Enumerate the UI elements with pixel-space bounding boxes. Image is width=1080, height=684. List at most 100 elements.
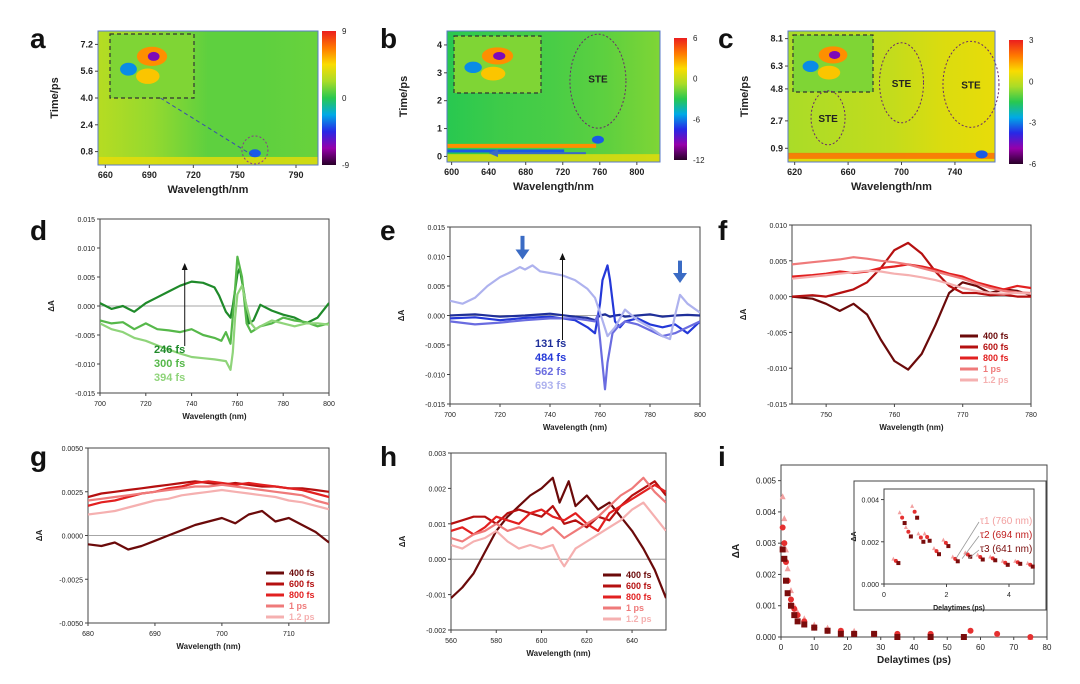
legend: 131 fs 484 fs 562 fs 693 fs [535,338,566,392]
marker-circle [1027,634,1034,640]
x-axis-label: Wavelength (nm) [176,642,240,651]
y-tick-label: 0.001 [428,522,446,529]
x-tick-label: 800 [323,401,335,408]
marker-square [980,557,985,562]
x-tick-label: 710 [283,631,295,638]
legend-label: 800 fs [289,590,315,600]
x-tick-label: 700 [216,631,228,638]
x-tick-label: 40 [910,643,919,652]
ste-ellipse [879,42,925,124]
y-tick-label: 0.9 [770,143,783,153]
marker-square [851,630,858,637]
y-tick-label: -0.015 [767,402,787,409]
colorbar-tick-label: 9 [342,27,347,36]
series-line-800-fs [792,263,1031,291]
x-tick-label: 10 [810,643,819,652]
panel-h: 560 580 600 620 640 -0.002 -0.001 0.000 0.001 0.0… [398,451,667,658]
panel-c: STE STE STE 620 660 700 740 0.9 2.7 4.8 6.3 8.1 Wave… [739,30,1037,193]
marker-square [824,627,831,634]
x-axis-label: Wavelength (nm) [879,423,943,432]
legend-label: 131 fs [535,338,566,350]
x-tick-label: 30 [876,643,885,652]
x-tick-label: 760 [232,401,244,408]
y-tick-label: 4 [437,40,442,50]
marker-circle [906,529,911,534]
x-tick-label: 70 [1009,643,1018,652]
highlight-ellipse [241,135,269,165]
feature-spot [975,150,988,159]
peak-arrowhead [515,249,530,260]
marker-square [927,634,934,640]
x-tick-label: 740 [544,412,556,419]
y-tick-label: 4.0 [80,93,93,103]
y-tick-label: 0.010 [77,246,95,253]
marker-square [960,634,967,640]
series-line-600-fs [792,241,1031,298]
marker-triangle [781,515,788,522]
inset-blob-blue [464,61,482,74]
marker-square [902,521,907,526]
legend-label: 300 fs [154,358,185,370]
panel-i: 0 10 20 30 40 50 60 70 800.0000.0010.0020.0030.0… [731,464,1052,666]
inset-label: τ2 (694 nm) [980,530,1032,541]
marker-triangle [941,537,946,542]
y-tick-label: 6.3 [770,61,783,71]
y-tick-label: 0.002 [428,486,446,493]
series-line-1-ps [451,476,666,543]
inset-blob-blue [120,62,137,76]
x-tick-label: 560 [445,638,457,645]
y-tick-label: 0.004 [756,508,777,517]
legend-label: 800 fs [626,592,652,602]
panel-f-axes: 750 760 770 780 -0.015 -0.010 -0.005 0.000 0.005… [739,223,1037,432]
x-axis-label: Wavelength (nm) [526,649,590,658]
legend-label: 246 fs [154,344,185,356]
series-group [450,264,700,391]
inset-frame [109,33,195,99]
series-641-nm [779,546,967,640]
panel-label-g: g [30,441,47,472]
marker-triangle [910,503,915,508]
y-tick-label: 0.0000 [62,534,84,541]
legend-label: 394 fs [154,372,185,384]
y-tick-label: 0.005 [427,284,445,291]
y-tick-label: 2.7 [770,116,783,126]
legend-label: 484 fs [535,352,566,364]
legend-label: 400 fs [983,331,1009,341]
inset-pointer [955,521,980,559]
colorbar-tick-label: -3 [1029,119,1037,128]
y-tick-label: -0.0025 [59,577,83,584]
x-tick-label: 750 [230,170,245,180]
panel-e: 700 720 740 760 780 800 -0.015 -0.010 -0.005 0.00… [397,225,706,432]
marker-circle [934,549,939,554]
y-tick-label: -0.002 [426,628,446,635]
legend-label: 600 fs [626,581,652,591]
y-tick-label: 0.000 [427,314,445,321]
colorbar-tick-label: 0 [693,75,698,84]
y-tick-label: 0.010 [427,255,445,262]
inset-pointer [961,535,980,559]
panel-label-a: a [30,23,46,54]
x-tick-label: 2 [945,592,949,599]
marker-triangle [897,510,902,515]
legend-label: 693 fs [535,380,566,392]
panel-g: 680 690 700 710 -0.0050 -0.0025 0.0000 0.0025 0.… [35,446,330,651]
panel-i-axes: 0 10 20 30 40 50 60 70 800.0000.0010.0020.0030.0… [731,464,1052,666]
panel-f: 750 760 770 780 -0.015 -0.010 -0.005 0.000 0.005… [739,223,1037,432]
y-axis-label: ΔA [397,310,406,322]
series-group [451,476,666,599]
series-line-300-fs [100,255,329,345]
x-tick-label: 770 [957,412,969,419]
panel-h-axes: 560 580 600 620 640 -0.002 -0.001 0.000 0.001 0.0… [398,451,667,658]
y-tick-label: 0.8 [80,147,93,157]
marker-square [871,630,878,637]
y-tick-label: -0.005 [425,343,445,350]
y-axis-label: ΔA [47,300,56,312]
ste-ellipse [569,33,627,129]
x-tick-label: 0 [779,643,784,652]
panel-label-f: f [718,215,728,246]
x-tick-label: 800 [629,167,644,177]
marker-square [894,634,901,640]
marker-square [927,538,932,543]
x-tick-label: 600 [536,638,548,645]
x-tick-label: 760 [594,412,606,419]
